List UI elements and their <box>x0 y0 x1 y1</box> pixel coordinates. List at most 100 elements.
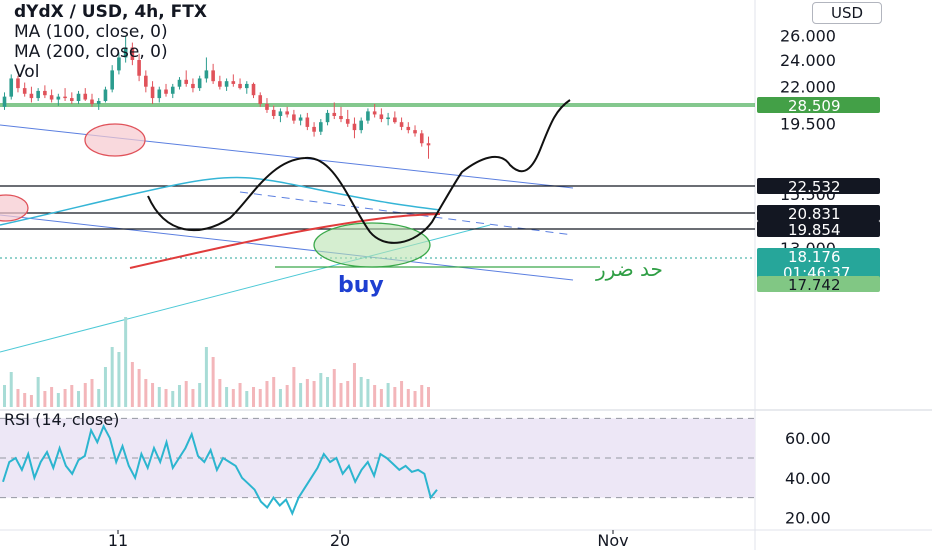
candle-body <box>157 89 162 99</box>
candle-body <box>22 88 27 94</box>
candle-body <box>352 123 357 131</box>
price-tag-label: 22.532 <box>788 178 841 196</box>
volume-bar <box>16 389 20 407</box>
volume-bar <box>359 377 363 407</box>
candle-body <box>231 81 236 84</box>
volume-bar <box>373 385 377 407</box>
candle-body <box>9 78 14 97</box>
candle-body <box>265 103 269 110</box>
projection-sketch <box>147 99 571 244</box>
candle-body <box>251 83 256 96</box>
candle-body <box>379 114 384 120</box>
candle-body <box>130 47 135 60</box>
ma100-line <box>0 176 441 226</box>
volume-bar <box>56 393 60 407</box>
price-tag-bg <box>757 178 880 194</box>
candle-body <box>218 81 222 87</box>
candles <box>2 35 431 159</box>
rsi-pane: 60.00 40.00 20.00 <box>0 417 831 527</box>
rsi-legend[interactable]: RSI (14, close) <box>4 410 120 429</box>
volume-bar <box>326 377 330 407</box>
candle-body <box>285 111 289 115</box>
candle-body <box>366 111 370 121</box>
drawings: buy حد ضرر <box>0 99 663 298</box>
price-tag-bg <box>757 221 880 237</box>
volume-bar <box>198 383 202 407</box>
candle-body <box>393 117 397 123</box>
volume-bar <box>218 379 222 407</box>
candle-body <box>419 133 424 144</box>
price-tag-bg <box>757 205 880 221</box>
volume-bar <box>43 391 47 407</box>
candle-body <box>204 70 209 79</box>
volume-bar <box>278 389 282 407</box>
candle-body <box>298 117 303 121</box>
candle-body <box>386 117 390 120</box>
candle-body <box>359 120 363 131</box>
time-axis[interactable]: 11 20 Nov <box>108 530 629 550</box>
volume-bar <box>413 391 417 407</box>
candle-body <box>70 98 74 101</box>
volume-bar <box>225 387 229 407</box>
candle-body <box>16 78 20 89</box>
candle-body <box>63 96 67 99</box>
stop-loss-annotation: حد ضرر <box>595 257 663 281</box>
ma200-legend[interactable]: MA (200, close, 0) <box>14 42 168 62</box>
volume-bar <box>386 383 390 407</box>
channel-upper <box>0 124 574 189</box>
ma100-legend[interactable]: MA (100, close, 0) <box>14 22 168 42</box>
volume-bar <box>63 389 67 407</box>
volume-bar <box>252 387 256 407</box>
symbol-title[interactable]: dYdX / USD, 4h, FTX <box>14 2 207 22</box>
volume-bar <box>393 387 397 407</box>
candle-body <box>43 90 47 96</box>
candle-body <box>258 95 263 104</box>
volume-bar <box>258 389 262 407</box>
rsi-tick-label: 20.00 <box>785 508 831 527</box>
volume-bar <box>332 369 336 407</box>
volume-legend[interactable]: Vol <box>14 62 40 82</box>
candle-body <box>137 59 141 76</box>
price-tag-bg <box>757 248 880 282</box>
candle-body <box>110 70 114 90</box>
candle-body <box>319 122 323 132</box>
candle-body <box>49 95 54 100</box>
price-tick-label: 26.000 <box>780 26 836 45</box>
currency-button[interactable]: USD <box>812 2 882 24</box>
volume-bar <box>117 352 121 407</box>
rsi-tick-label: 60.00 <box>785 429 831 448</box>
volume-bar <box>124 317 128 407</box>
candle-body <box>2 96 7 107</box>
candle-body <box>184 79 189 84</box>
pink-ellipse-left <box>0 194 29 222</box>
price-tag: 28.509 <box>757 97 880 115</box>
volume-bar <box>103 367 107 407</box>
candle-body <box>150 86 155 99</box>
price-tags: 28.50922.53220.83119.85418.17601:46:3717… <box>757 97 880 294</box>
candle-body <box>197 78 202 89</box>
candle-body <box>413 130 417 134</box>
volume-bar <box>366 379 370 407</box>
time-tick-label: Nov <box>597 531 628 550</box>
candle-body <box>144 75 148 87</box>
price-tag: 17.742 <box>757 276 880 294</box>
price-tick-label: 19.500 <box>780 115 836 134</box>
volume-bar <box>144 379 148 407</box>
channel-lower <box>0 214 574 281</box>
volume-bar <box>272 377 276 407</box>
price-axis[interactable]: 3834.00030.00026.00024.00022.00019.50015… <box>780 0 836 283</box>
volume-bar <box>97 389 101 407</box>
volume-bar <box>400 381 404 407</box>
candle-body <box>238 83 242 89</box>
candle-body <box>332 112 337 116</box>
candle-body <box>170 86 175 94</box>
volume-bar <box>406 389 410 407</box>
price-tick-label: 22.000 <box>780 78 836 97</box>
candle-body <box>56 96 61 100</box>
volume-bar <box>265 381 269 407</box>
volume-bar <box>83 383 87 407</box>
price-tag: 22.532 <box>757 178 880 196</box>
moving-averages <box>0 176 441 269</box>
volume-bar <box>171 391 175 407</box>
